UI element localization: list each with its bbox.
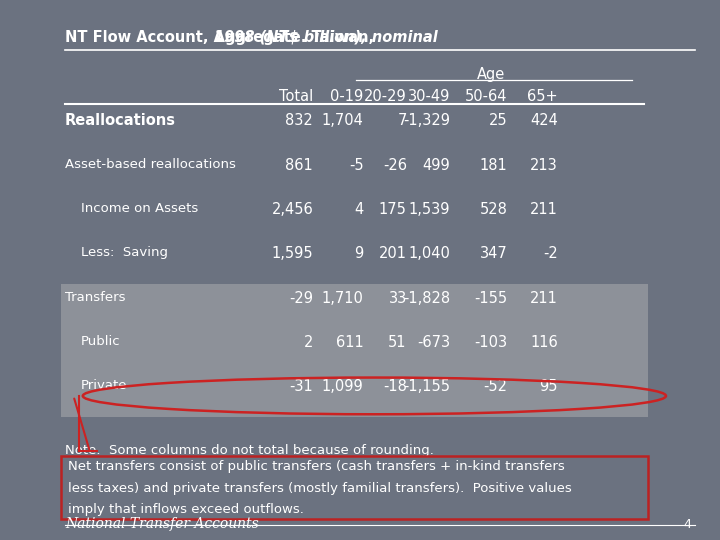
Text: 1,099: 1,099 <box>322 379 364 394</box>
Text: -1,329: -1,329 <box>403 113 450 129</box>
Text: 201: 201 <box>379 246 407 261</box>
Text: Less:  Saving: Less: Saving <box>81 246 168 259</box>
Text: 1998 (NT$ billion), nominal: 1998 (NT$ billion), nominal <box>214 30 438 45</box>
Text: Net transfers consist of public transfers (cash transfers + in-kind transfers: Net transfers consist of public transfer… <box>68 460 565 473</box>
Text: -1,155: -1,155 <box>403 379 450 394</box>
FancyBboxPatch shape <box>61 284 648 328</box>
Text: -103: -103 <box>474 335 508 350</box>
Text: Transfers: Transfers <box>65 291 125 303</box>
Text: 211: 211 <box>530 202 558 217</box>
Text: 9: 9 <box>354 246 364 261</box>
Text: 1,595: 1,595 <box>271 246 313 261</box>
Text: 25: 25 <box>489 113 508 129</box>
Text: 347: 347 <box>480 246 508 261</box>
Text: -26: -26 <box>383 158 407 173</box>
Text: -155: -155 <box>474 291 508 306</box>
Text: 832: 832 <box>285 113 313 129</box>
Text: 7: 7 <box>397 113 407 129</box>
Text: less taxes) and private transfers (mostly familial transfers).  Positive values: less taxes) and private transfers (mostl… <box>68 482 572 495</box>
Text: 528: 528 <box>480 202 508 217</box>
Text: 0-19: 0-19 <box>330 89 364 104</box>
Text: 95: 95 <box>539 379 558 394</box>
Text: 4: 4 <box>354 202 364 217</box>
FancyBboxPatch shape <box>61 328 648 373</box>
Text: -29: -29 <box>289 291 313 306</box>
Text: 1,539: 1,539 <box>408 202 450 217</box>
Text: National Transfer Accounts: National Transfer Accounts <box>65 517 258 531</box>
Text: Age: Age <box>477 68 505 83</box>
Text: 30-49: 30-49 <box>408 89 450 104</box>
Text: Reallocations: Reallocations <box>65 113 176 129</box>
Text: Income on Assets: Income on Assets <box>81 202 198 215</box>
Text: -52: -52 <box>484 379 508 394</box>
Text: 51: 51 <box>388 335 407 350</box>
Text: 1,710: 1,710 <box>322 291 364 306</box>
Text: 499: 499 <box>422 158 450 173</box>
Text: Note.  Some columns do not total because of rounding.: Note. Some columns do not total because … <box>65 444 433 457</box>
Text: -673: -673 <box>417 335 450 350</box>
Text: 1,704: 1,704 <box>322 113 364 129</box>
Text: -5: -5 <box>349 158 364 173</box>
Text: 213: 213 <box>530 158 558 173</box>
Text: -2: -2 <box>544 246 558 261</box>
Text: 1,040: 1,040 <box>408 246 450 261</box>
Text: 2,456: 2,456 <box>271 202 313 217</box>
Text: NT Flow Account, Aggregate. Taiwan,: NT Flow Account, Aggregate. Taiwan, <box>65 30 379 45</box>
Text: Asset-based reallocations: Asset-based reallocations <box>65 158 235 171</box>
Text: 116: 116 <box>530 335 558 350</box>
Text: 611: 611 <box>336 335 364 350</box>
Text: 65+: 65+ <box>527 89 558 104</box>
Text: 50-64: 50-64 <box>465 89 508 104</box>
Text: imply that inflows exceed outflows.: imply that inflows exceed outflows. <box>68 503 305 516</box>
Text: Total: Total <box>279 89 313 104</box>
Text: 20-29: 20-29 <box>364 89 407 104</box>
Text: 2: 2 <box>304 335 313 350</box>
Text: 33: 33 <box>389 291 407 306</box>
Text: 424: 424 <box>530 113 558 129</box>
Text: Private: Private <box>81 379 127 392</box>
Text: 175: 175 <box>379 202 407 217</box>
Text: -1,828: -1,828 <box>403 291 450 306</box>
Text: 181: 181 <box>480 158 508 173</box>
FancyBboxPatch shape <box>61 373 648 417</box>
Text: -18: -18 <box>383 379 407 394</box>
Text: -31: -31 <box>289 379 313 394</box>
Text: Public: Public <box>81 335 120 348</box>
Text: 4: 4 <box>683 518 691 531</box>
Text: 861: 861 <box>285 158 313 173</box>
Text: 211: 211 <box>530 291 558 306</box>
